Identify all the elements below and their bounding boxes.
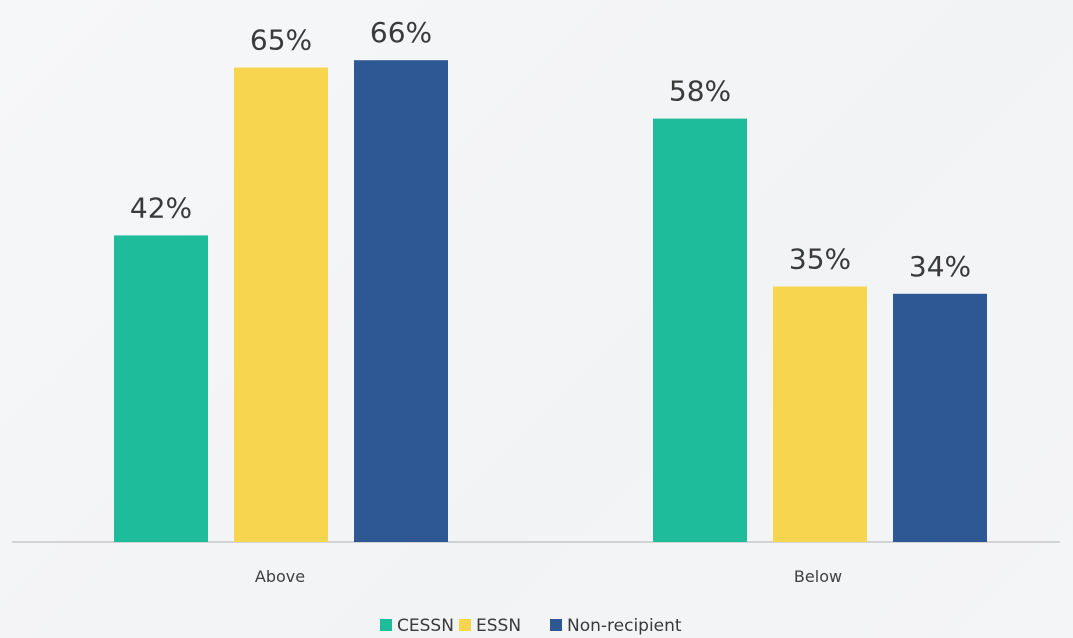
data-label: 65% xyxy=(250,24,312,57)
bar-cessn-below xyxy=(653,118,747,542)
legend-swatch xyxy=(459,619,471,631)
bar-non-recipient-above xyxy=(354,60,448,542)
data-label: 58% xyxy=(669,75,731,108)
data-label: 66% xyxy=(370,16,432,49)
bar-non-recipient-below xyxy=(893,293,987,542)
bar-essn-above xyxy=(234,67,328,542)
data-label: 35% xyxy=(789,243,851,276)
legend-label: Non-recipient xyxy=(567,616,682,636)
data-label: 34% xyxy=(909,250,971,283)
legend-swatch xyxy=(550,619,562,631)
bar-essn-below xyxy=(773,286,867,542)
legend-label: CESSN xyxy=(397,616,454,636)
legend-label: ESSN xyxy=(476,616,521,636)
x-tick-label: Below xyxy=(794,567,842,586)
bar-cessn-above xyxy=(114,235,208,542)
data-label: 42% xyxy=(130,191,192,224)
x-tick-label: Above xyxy=(255,567,305,586)
legend-swatch xyxy=(380,619,392,631)
